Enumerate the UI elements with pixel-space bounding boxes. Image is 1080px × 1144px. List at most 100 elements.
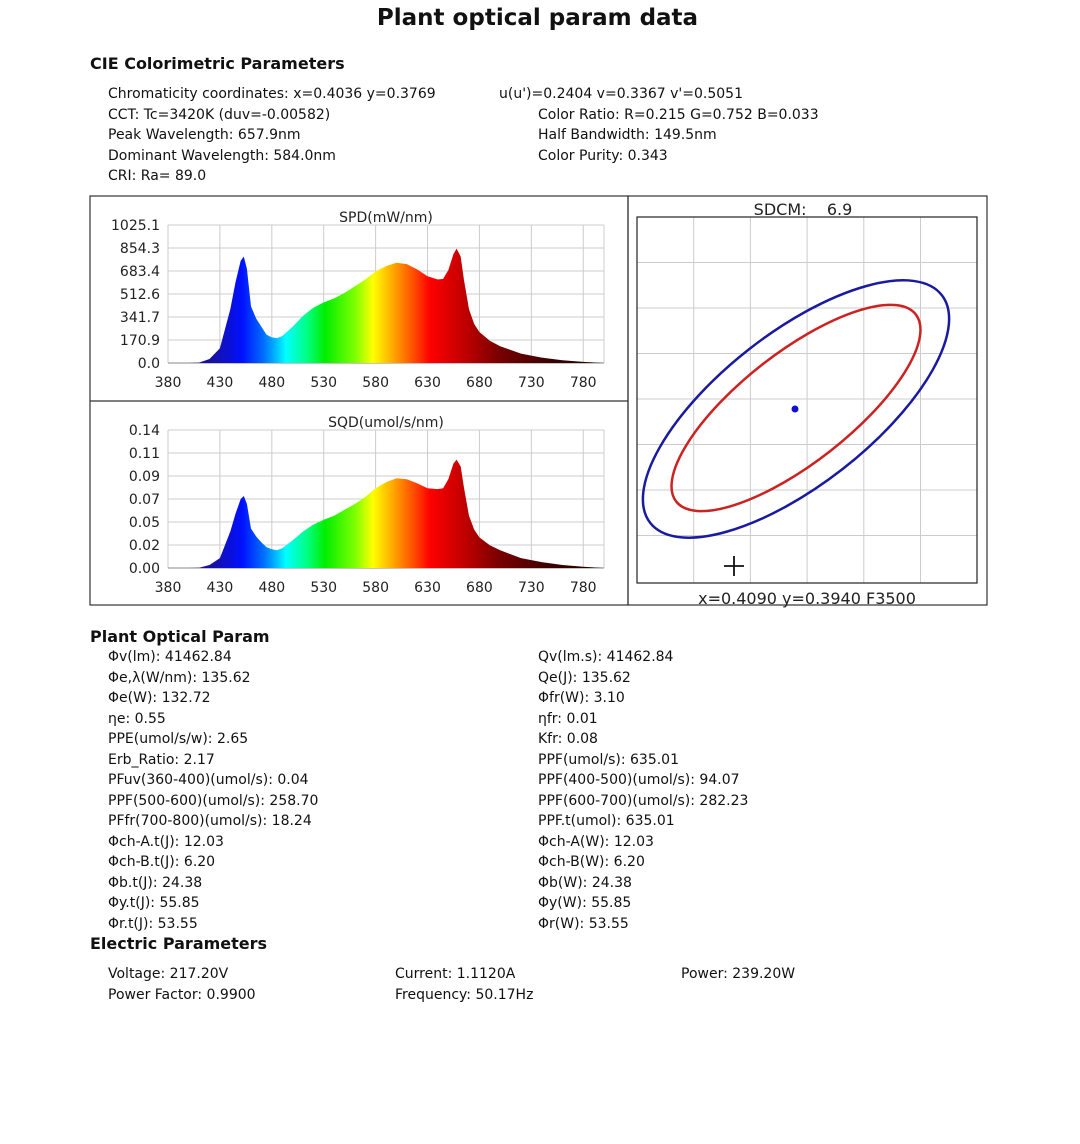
x-tick-label: 780 (570, 375, 597, 391)
param-line: PPE(umol/s/w): 2.65 (108, 731, 249, 747)
param-line: Erb_Ratio: 2.17 (108, 751, 215, 768)
plant-heading: Plant Optical Param (90, 627, 270, 646)
param-line: Φy.t(J): 55.85 (108, 895, 200, 911)
param-line: PPF(600-700)(umol/s): 282.23 (538, 792, 749, 809)
y-tick-label: 0.0 (138, 356, 160, 372)
spd-chart: 0.0 170.9 341.7 512.6 683.4 854.3 1025.1 380 430… (111, 210, 605, 391)
x-tick-label: 680 (466, 375, 493, 391)
plant-right-list: Qv(lm.s): 41462.84 Qe(J): 135.62 Φfr(W): 3… (538, 647, 748, 934)
x-tick-label: 730 (518, 580, 545, 596)
param-line: PPF(400-500)(umol/s): 94.07 (538, 772, 740, 788)
param-line: Φb(W): 24.38 (538, 874, 632, 891)
cie-right-first: u(u')=0.2404 v=0.3367 v'=0.5051 (499, 84, 743, 105)
chart-title: SPD(mW/nm) (339, 210, 433, 226)
electric-col-3: Power: 239.20W (681, 964, 795, 985)
param-line: Peak Wavelength: 657.9nm (108, 127, 301, 143)
param-line: Φv(lm): 41462.84 (108, 649, 232, 665)
x-tick-label: 680 (466, 580, 493, 596)
param-line: PFfr(700-800)(umol/s): 18.24 (108, 813, 312, 829)
electric-heading: Electric Parameters (90, 934, 268, 953)
electric-col-1: Voltage: 217.20V Power Factor: 0.9900 (108, 964, 256, 1005)
param-line: Φe,λ(W/nm): 135.62 (108, 669, 251, 686)
y-tick-label: 0.09 (129, 469, 160, 485)
y-tick-label: 854.3 (120, 241, 160, 257)
power: Power: 239.20W (681, 966, 796, 982)
y-tick-label: 170.9 (120, 333, 160, 349)
param-line: Φr.t(J): 53.55 (108, 915, 198, 932)
sdcm-frame (627, 195, 988, 606)
spectrum-area (168, 459, 604, 568)
x-tick-label: 630 (414, 375, 441, 391)
param-line: PPF(umol/s): 635.01 (538, 751, 679, 768)
cie-color-purity: Color Purity: 0.343 (538, 147, 668, 164)
cie-right-list: Color Ratio: R=0.215 G=0.752 B=0.033 Hal… (538, 105, 819, 167)
y-tick-label: 683.4 (120, 264, 160, 280)
y-tick-label: 0.00 (129, 561, 160, 577)
outer-ellipse (641, 279, 951, 539)
voltage: Voltage: 217.20V (108, 966, 229, 982)
param-line: Dominant Wavelength: 584.0nm (108, 147, 336, 164)
cie-uv: u(u')=0.2404 v=0.3367 v'=0.5051 (499, 86, 743, 102)
sqd-chart: 0.00 0.02 0.05 0.07 0.09 0.11 0.14 380 430 480 530… (129, 415, 605, 596)
y-tick-label: 0.02 (129, 538, 160, 554)
y-tick-label: 512.6 (120, 287, 160, 303)
x-tick-label: 380 (155, 375, 182, 391)
frequency: Frequency: 50.17Hz (395, 986, 534, 1003)
param-line: ηfr: 0.01 (538, 710, 598, 727)
chart-title: SQD(umol/s/nm) (328, 415, 444, 431)
y-tick-label: 0.05 (129, 515, 160, 531)
x-tick-label: 530 (310, 375, 337, 391)
x-tick-label: 580 (362, 580, 389, 596)
y-tick-label: 0.07 (129, 492, 160, 508)
sdcm-chart: SDCM: 6.9 x=0.4090 y=0.3940 F3500 (636, 200, 978, 608)
param-line: Qv(lm.s): 41462.84 (538, 649, 674, 665)
charts-panel: 0.0 170.9 341.7 512.6 683.4 854.3 1025.1 380 430… (89, 195, 988, 608)
cie-color-ratio: Color Ratio: R=0.215 G=0.752 B=0.033 (538, 106, 819, 123)
param-line: Φb.t(J): 24.38 (108, 874, 203, 891)
inner-ellipse (670, 303, 922, 513)
x-tick-label: 580 (362, 375, 389, 391)
param-line: Φch-A.t(J): 12.03 (108, 833, 224, 850)
param-line: Chromaticity coordinates: x=0.4036 y=0.3… (108, 86, 436, 102)
y-tick-label: 1025.1 (111, 218, 160, 234)
x-tick-label: 730 (518, 375, 545, 391)
x-tick-label: 380 (155, 580, 182, 596)
param-line: Qe(J): 135.62 (538, 669, 631, 686)
sdcm-footer: x=0.4090 y=0.3940 F3500 (698, 589, 916, 608)
param-line: Φch-B(W): 6.20 (538, 854, 645, 870)
param-line: Φfr(W): 3.10 (538, 690, 625, 706)
x-tick-label: 430 (207, 375, 234, 391)
plant-left-list: Φv(lm): 41462.84 Φe,λ(W/nm): 135.62 Φe(W):… (108, 647, 318, 934)
param-line: CRI: Ra= 89.0 (108, 168, 207, 184)
param-line: PPF.t(umol): 635.01 (538, 813, 675, 829)
x-tick-label: 630 (414, 580, 441, 596)
spectrum-area (168, 248, 604, 363)
x-tick-label: 780 (570, 580, 597, 596)
current: Current: 1.1120A (395, 966, 516, 982)
power-factor: Power Factor: 0.9900 (108, 986, 256, 1003)
param-line: Kfr: 0.08 (538, 731, 598, 747)
page-title: Plant optical param data (376, 5, 699, 31)
sdcm-plot-frame (636, 216, 978, 584)
y-tick-label: 0.11 (129, 446, 160, 462)
sdcm-title: SDCM: 6.9 (754, 200, 853, 219)
cie-half-bandwidth: Half Bandwidth: 149.5nm (538, 127, 717, 143)
param-line: PFuv(360-400)(umol/s): 0.04 (108, 772, 309, 788)
y-tick-label: 341.7 (120, 310, 160, 326)
param-line: Φy(W): 55.85 (538, 895, 632, 911)
param-line: Φe(W): 132.72 (108, 690, 211, 706)
param-line: Φch-B.t(J): 6.20 (108, 854, 216, 870)
param-line: PPF(500-600)(umol/s): 258.70 (108, 792, 319, 809)
x-tick-label: 480 (258, 375, 285, 391)
param-line: Φch-A(W): 12.03 (538, 833, 654, 850)
y-tick-label: 0.14 (129, 423, 160, 439)
param-line: Φr(W): 53.55 (538, 915, 629, 932)
electric-col-2: Current: 1.1120A Frequency: 50.17Hz (395, 964, 533, 1005)
cie-left-list: Chromaticity coordinates: x=0.4036 y=0.3… (108, 84, 436, 187)
param-line: CCT: Tc=3420K (duv=-0.00582) (108, 106, 331, 123)
x-tick-label: 480 (258, 580, 285, 596)
x-tick-label: 530 (310, 580, 337, 596)
x-tick-label: 430 (207, 580, 234, 596)
cie-heading: CIE Colorimetric Parameters (90, 54, 345, 73)
chromaticity-point (791, 405, 799, 413)
